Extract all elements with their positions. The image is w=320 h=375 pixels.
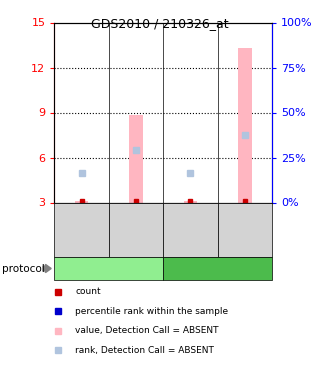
Bar <box>75 201 88 202</box>
Bar <box>184 201 197 202</box>
Text: value, Detection Call = ABSENT: value, Detection Call = ABSENT <box>75 326 219 335</box>
Text: GSM43071: GSM43071 <box>186 205 195 254</box>
Text: count: count <box>75 287 101 296</box>
Text: GSM43072: GSM43072 <box>132 205 140 254</box>
Text: WTAP knockdown: WTAP knockdown <box>175 264 260 273</box>
Text: GSM43073: GSM43073 <box>240 205 249 254</box>
Text: percentile rank within the sample: percentile rank within the sample <box>75 307 228 316</box>
Text: GDS2010 / 210326_at: GDS2010 / 210326_at <box>91 17 229 30</box>
FancyArrow shape <box>43 264 51 273</box>
Text: rank, Detection Call = ABSENT: rank, Detection Call = ABSENT <box>75 346 214 355</box>
Text: protocol: protocol <box>2 264 44 273</box>
Bar <box>238 48 252 202</box>
Text: GSM43070: GSM43070 <box>77 205 86 254</box>
Bar <box>129 116 143 202</box>
Text: control: control <box>92 264 126 273</box>
